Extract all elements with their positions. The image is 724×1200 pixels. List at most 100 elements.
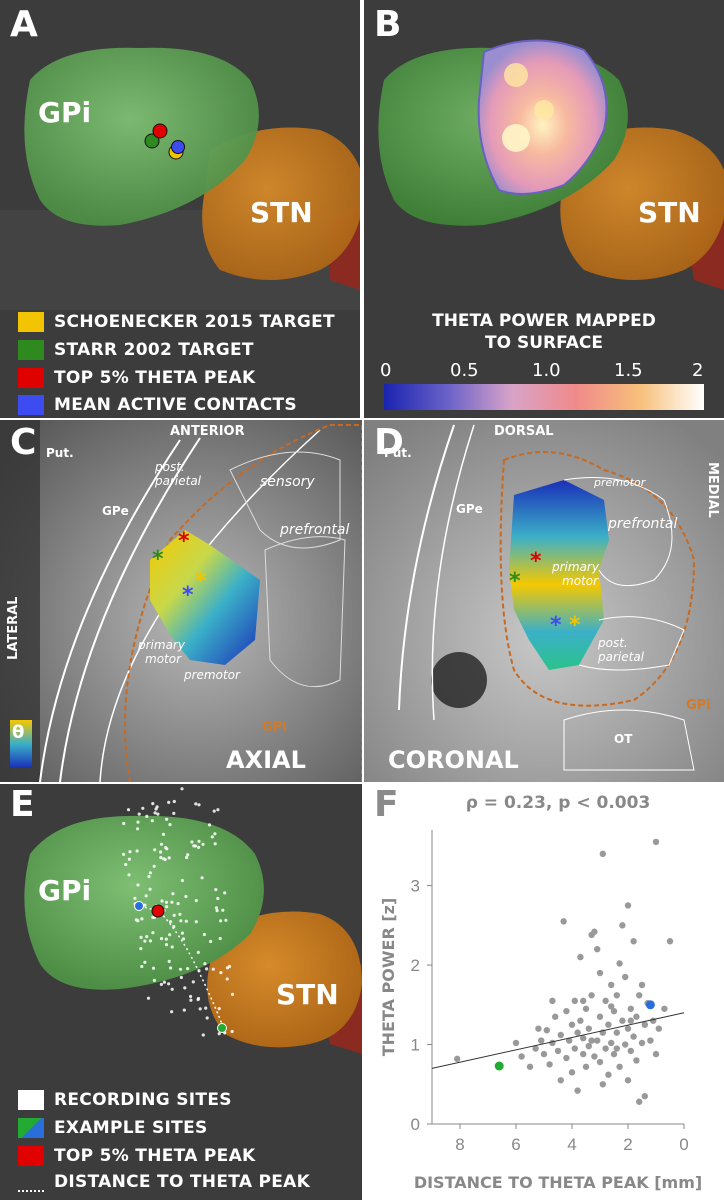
recording-site-dot: [170, 987, 174, 991]
data-point: [605, 1021, 612, 1028]
data-point: [512, 1039, 520, 1047]
recording-site-dot: [167, 959, 171, 963]
recording-site-dot: [216, 808, 220, 812]
data-point: [596, 1058, 604, 1066]
legend-item: TOP 5% THETA PEAK: [18, 1144, 256, 1168]
recording-site-dot: [161, 832, 166, 836]
data-point: [582, 1063, 590, 1070]
data-point: [580, 1050, 587, 1058]
gpi-outline: [124, 424, 362, 782]
recording-site-dot: [194, 899, 198, 903]
data-point: [624, 902, 632, 909]
legend-swatch: [18, 1118, 44, 1138]
data-point: [454, 1055, 461, 1063]
recording-site-dot: [217, 1032, 221, 1036]
region-label: parietal: [155, 474, 202, 488]
panel-c: * * * * C ANTERIOR Put. GPe LATERAL post…: [0, 420, 362, 782]
recording-site-dot: [224, 918, 228, 922]
recording-site-dot: [186, 853, 190, 857]
recording-site-dot: [181, 937, 186, 941]
data-point: [518, 1053, 525, 1060]
panel-a-render: [0, 0, 360, 418]
trend-line: [431, 1012, 685, 1069]
legend-label: STARR 2002 TARGET: [54, 340, 254, 360]
panel-letter: D: [374, 422, 404, 463]
panel-letter: A: [10, 4, 38, 45]
region-label: post.: [598, 636, 628, 650]
recording-site-dot: [128, 850, 132, 854]
recording-site-dot: [193, 844, 197, 848]
data-point: [574, 1087, 581, 1094]
gpe-label: GPe: [456, 502, 483, 516]
gpi-label: GPi: [38, 874, 92, 907]
data-point: [591, 928, 598, 935]
data-point: [627, 1017, 634, 1024]
recording-site-dot: [180, 787, 184, 791]
panel-f: F 0 1 2 3 8 6 4 2 0 ρ = 0.23, p < 0.003 DISTANCE T…: [364, 784, 724, 1200]
distance-path: [159, 911, 223, 1025]
panel-c-render: * * * *: [0, 420, 362, 782]
panel-letter: B: [374, 4, 402, 45]
legend-item: DISTANCE TO THETA PEAK: [18, 1170, 310, 1194]
theta-heatmap: [150, 530, 260, 665]
recording-site-dot: [172, 913, 176, 917]
recording-site-dot: [180, 878, 184, 883]
recording-site-dot: [159, 850, 163, 854]
region-label: prefrontal: [608, 516, 678, 532]
theta-peak-marker: *: [178, 529, 190, 554]
data-point: [613, 992, 620, 999]
data-point: [538, 1037, 545, 1044]
scatter-plot: 0 1 2 3 8 6 4 2 0 ρ = 0.23, p < 0.003 DISTANCE TO …: [379, 793, 702, 1192]
recording-site-dot: [136, 827, 140, 831]
recording-site-dot: [221, 908, 225, 912]
data-point: [655, 1025, 662, 1032]
data-point: [630, 938, 637, 945]
panel-d: * * * * D DORSAL Put. GPe MEDIAL premoto…: [364, 420, 724, 782]
data-point: [549, 997, 556, 1005]
data-point: [577, 953, 584, 961]
highlighted-point: [645, 1000, 655, 1010]
data-point: [591, 1053, 598, 1060]
recording-site-dot: [217, 1007, 221, 1011]
recording-site-dot: [159, 842, 164, 846]
stn-label: STN: [638, 196, 701, 229]
colorbar-title-line: THETA POWER MAPPED: [432, 311, 656, 331]
recording-site-dot: [216, 896, 220, 901]
legend-item: TOP 5% THETA PEAK: [18, 366, 256, 390]
recording-site-dot: [218, 936, 222, 941]
data-point: [627, 1005, 634, 1012]
data-point: [616, 1063, 623, 1070]
region-label: post.: [155, 460, 185, 474]
colorbar-tick: 1.5: [614, 360, 643, 381]
legend-item: MEAN ACTIVE CONTACTS: [18, 393, 297, 417]
recording-site-dot: [215, 909, 219, 913]
data-point: [608, 1003, 615, 1010]
data-point: [605, 1071, 612, 1078]
data-point: [616, 960, 623, 967]
data-point: [582, 1005, 590, 1012]
data-point: [619, 1017, 626, 1024]
gpi-shape: [24, 815, 264, 990]
data-point: [650, 1017, 657, 1024]
recording-site-dot: [213, 842, 217, 846]
data-point: [599, 1081, 606, 1088]
data-point: [608, 981, 615, 989]
data-point: [596, 1013, 604, 1020]
recording-site-dot: [183, 986, 187, 990]
recording-site-dot: [196, 996, 201, 1001]
data-point: [638, 1039, 646, 1047]
data-point: [588, 992, 595, 999]
legend-swatch: [18, 340, 44, 360]
recording-site-dot: [151, 802, 155, 806]
recording-site-dot: [171, 892, 175, 896]
data-point: [560, 918, 567, 925]
data-point: [630, 1033, 637, 1040]
recording-site-dot: [140, 964, 144, 969]
recording-site-dot: [165, 905, 169, 909]
recording-site-dot: [200, 876, 204, 880]
recording-site-dot: [167, 982, 171, 986]
x-tick-label: 0: [679, 1135, 688, 1154]
legend-swatch: [18, 1180, 44, 1192]
data-point: [585, 1042, 592, 1050]
y-tick-label: 0: [411, 1115, 420, 1134]
